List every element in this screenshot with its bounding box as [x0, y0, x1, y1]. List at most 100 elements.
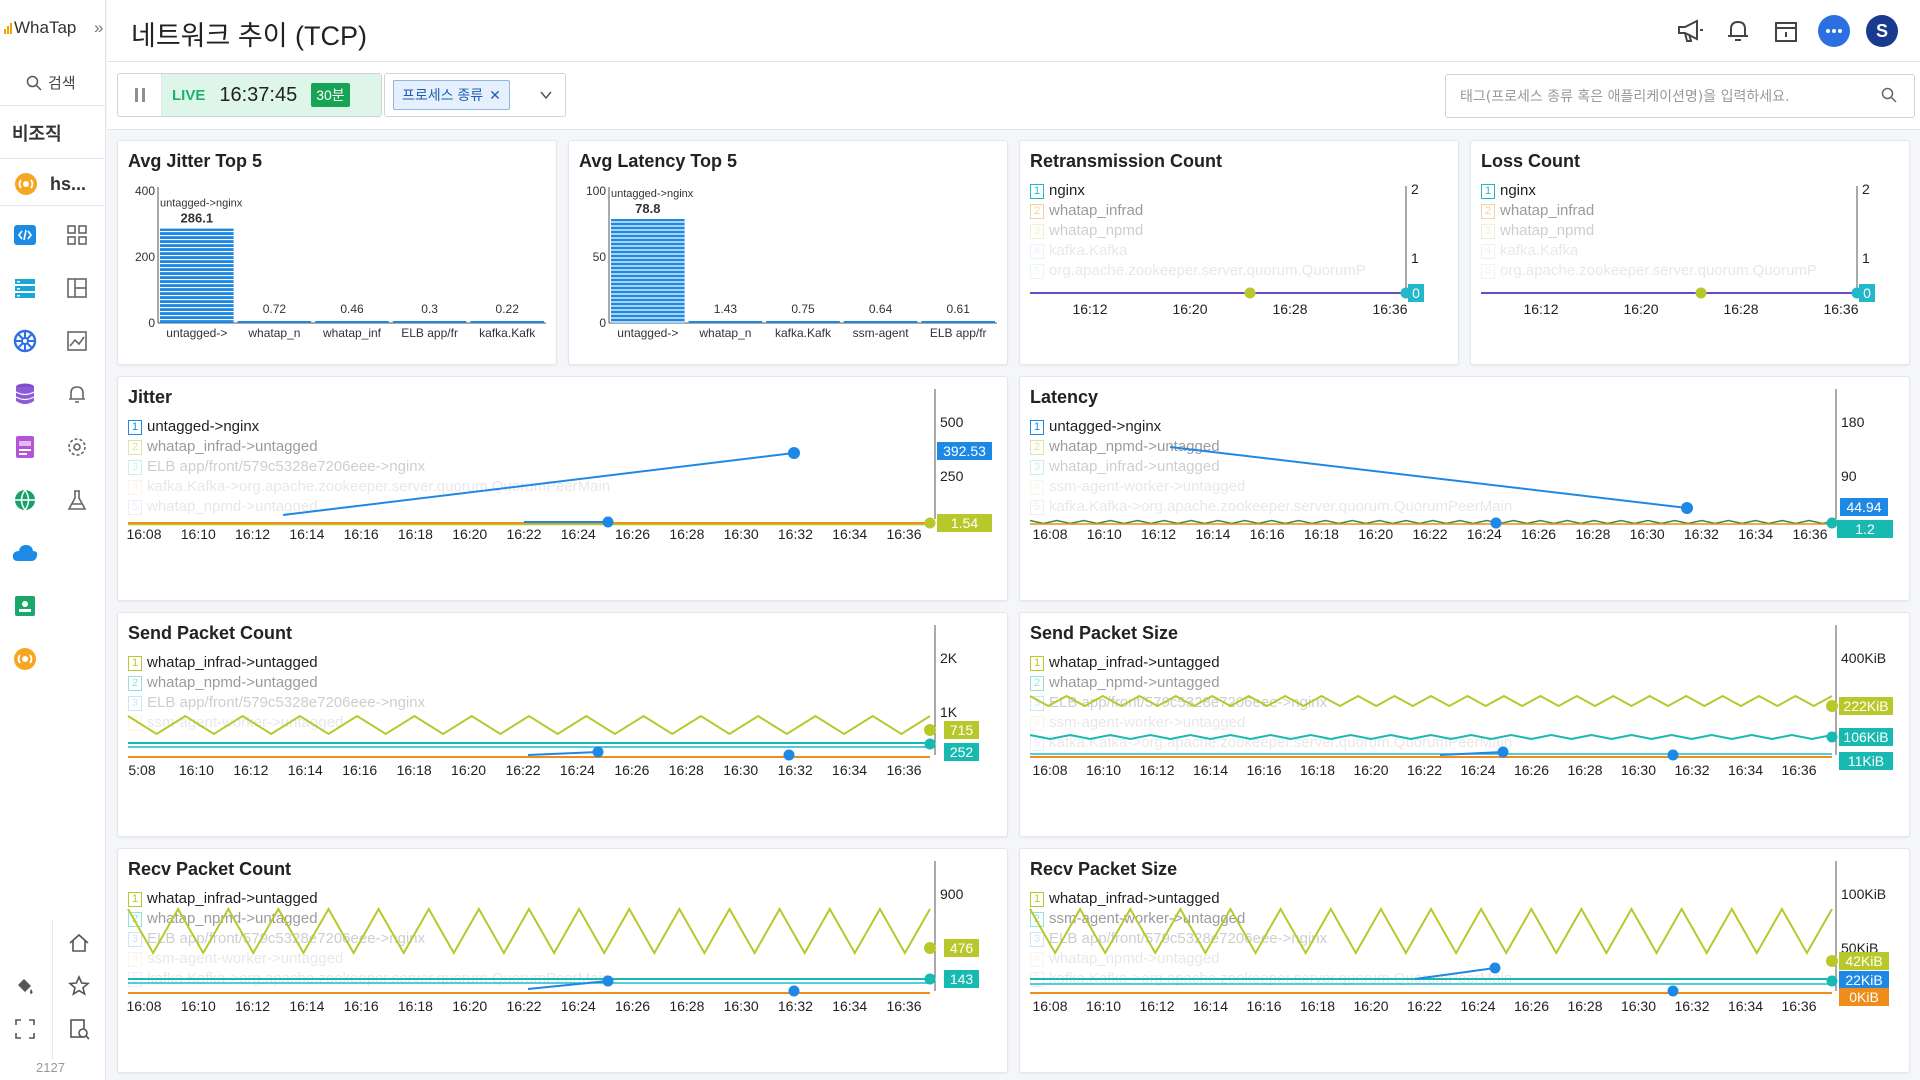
chevron-down-icon[interactable] [539, 88, 553, 107]
time-range-badge[interactable]: 30분 [311, 83, 350, 107]
announcement-megaphone-icon[interactable] [1674, 15, 1706, 47]
series-point [1667, 749, 1679, 761]
alert-bell-icon[interactable] [64, 381, 90, 407]
legend-item[interactable]: 1 whatap_infrad->untagged [128, 653, 425, 673]
settings-gear-icon[interactable] [64, 434, 90, 460]
grid-dashboard-icon[interactable] [64, 222, 90, 248]
layout-icon[interactable] [64, 275, 90, 301]
legend-item[interactable]: 5 org.apache.zookeeper.server.quorum.Quor… [1030, 261, 1366, 281]
collapse-sidebar-icon[interactable]: » [94, 18, 104, 37]
x-tick-label: 16:12 [235, 998, 270, 1014]
legend-label: ELB app/front/579c5328e7206eee->nginx [147, 694, 426, 711]
server-list-icon[interactable] [12, 275, 38, 301]
legend-item[interactable]: 5 org.apache.zookeeper.server.quorum.Quor… [1481, 261, 1817, 281]
series-line [1439, 751, 1504, 756]
x-tick-label: 16:22 [506, 526, 541, 542]
y-tick-label: 2 [1862, 181, 1870, 197]
x-category-label: untagged-> [166, 326, 227, 340]
notification-bell-icon[interactable] [1722, 15, 1754, 47]
x-category-label: ELB app/fr [401, 326, 458, 340]
kubernetes-icon[interactable] [12, 328, 38, 354]
x-tick-label: 16:36 [1792, 526, 1827, 542]
legend-item[interactable]: 4 ssm-agent-worker->untagged [1030, 477, 1512, 497]
paint-bucket-icon[interactable] [12, 973, 38, 999]
legend-item[interactable]: 2 whatap_npmd->untagged [1030, 673, 1512, 693]
series-point [924, 738, 936, 750]
filter-chip[interactable]: 프로세스 종류 ✕ [393, 80, 510, 110]
cloud-icon[interactable] [12, 540, 38, 566]
y-tick-label: 900 [940, 886, 964, 902]
legend-item[interactable]: 2 whatap_npmd->untagged [128, 673, 425, 693]
series-line [282, 452, 795, 516]
legend-item[interactable]: 4 ssm-agent-worker->untagged [128, 713, 425, 733]
lab-flask-icon[interactable] [64, 487, 90, 513]
legend-item[interactable]: 4 whatap_npmd->untagged [1030, 949, 1512, 969]
report-search-icon[interactable] [66, 1016, 92, 1042]
legend-item[interactable]: 5 kafka.Kafka->org.apache.zookeeper.serve… [1030, 497, 1512, 517]
value-badge: 715 [944, 721, 979, 739]
project-selector[interactable]: hs... [14, 172, 86, 196]
tag-search-input[interactable]: 태그(프로세스 종류 혹은 애플리케이션명)을 입력하세요. [1445, 74, 1915, 118]
legend-item[interactable]: 3 whatap_infrad->untagged [1030, 457, 1512, 477]
legend-item[interactable]: 3 ELB app/front/579c5328e7206eee->nginx [128, 693, 425, 713]
x-tick-label: 16:10 [1086, 998, 1121, 1014]
legend-index: 3 [128, 931, 142, 947]
user-avatar[interactable]: S [1866, 15, 1898, 47]
log-icon[interactable] [12, 434, 38, 460]
legend-item[interactable]: 1 nginx [1030, 181, 1366, 201]
legend-index: 2 [1030, 911, 1044, 927]
legend-item[interactable]: 5 whatap_npmd->untagged [128, 497, 610, 517]
legend-item[interactable]: 3 whatap_npmd [1481, 221, 1817, 241]
broadcast-icon[interactable] [12, 646, 38, 672]
legend-item[interactable]: 3 ELB app/front/579c5328e7206eee->nginx [128, 457, 610, 477]
legend-item[interactable]: 2 whatap_npmd->untagged [1030, 437, 1512, 457]
whatap-logo[interactable]: WhaTap » [4, 18, 103, 38]
chart-image-icon[interactable] [64, 328, 90, 354]
legend-item[interactable]: 4 kafka.Kafka [1030, 241, 1366, 261]
x-tick-label: 16:16 [1246, 998, 1281, 1014]
database-icon[interactable] [12, 381, 38, 407]
legend-item[interactable]: 1 whatap_infrad->untagged [1030, 889, 1512, 909]
legend-item[interactable]: 1 whatap_infrad->untagged [128, 889, 610, 909]
chart-legend: 1 nginx 2 whatap_infrad 3 whatap_npmd 4 kafka.K… [1030, 181, 1366, 281]
legend-item[interactable]: 1 whatap_infrad->untagged [1030, 653, 1512, 673]
bar-rect [766, 321, 840, 323]
legend-label: whatap_npmd->untagged [1049, 674, 1220, 691]
legend-item[interactable]: 3 ELB app/front/579c5328e7206eee->nginx [1030, 929, 1512, 949]
chat-icon[interactable] [1818, 15, 1850, 47]
bar-value-label: 0.75 [791, 302, 815, 316]
legend-item[interactable]: 1 untagged->nginx [1030, 417, 1512, 437]
network-globe-icon[interactable] [12, 487, 38, 513]
legend-item[interactable]: 1 nginx [1481, 181, 1817, 201]
legend-item[interactable]: 1 untagged->nginx [128, 417, 610, 437]
legend-item[interactable]: 4 ssm-agent-worker->untagged [1030, 713, 1512, 733]
pause-icon[interactable] [118, 74, 162, 116]
fullscreen-icon[interactable] [12, 1016, 38, 1042]
home-icon[interactable] [66, 930, 92, 956]
legend-index: 3 [128, 459, 142, 475]
dashboard-card-icon[interactable] [12, 593, 38, 619]
series-point [592, 746, 604, 758]
legend-label: ssm-agent-worker->untagged [1049, 478, 1246, 495]
legend-item[interactable]: 3 ELB app/front/579c5328e7206eee->nginx [128, 929, 610, 949]
legend-item[interactable]: 4 ssm-agent-worker->untagged [128, 949, 610, 969]
process-filter[interactable]: 프로세스 종류 ✕ [384, 73, 566, 117]
org-label[interactable]: 비조직 [12, 124, 62, 144]
remove-chip-icon[interactable]: ✕ [489, 86, 501, 103]
legend-item[interactable]: 3 whatap_npmd [1030, 221, 1366, 241]
calendar-icon[interactable] [1770, 15, 1802, 47]
sidebar-search[interactable]: 검색 [26, 72, 76, 93]
live-clock[interactable]: 16:37:45 [219, 83, 298, 106]
series-line [1414, 967, 1496, 980]
search-icon[interactable] [1881, 87, 1902, 108]
x-tick-label: 16:10 [181, 998, 216, 1014]
legend-item[interactable]: 4 kafka.Kafka->org.apache.zookeeper.serve… [128, 477, 610, 497]
legend-item[interactable]: 2 ssm-agent-worker->untagged [1030, 909, 1512, 929]
legend-item[interactable]: 2 whatap_infrad [1481, 201, 1817, 221]
legend-item[interactable]: 4 kafka.Kafka [1481, 241, 1817, 261]
legend-item[interactable]: 2 whatap_infrad->untagged [128, 437, 610, 457]
favorite-star-icon[interactable] [66, 973, 92, 999]
legend-item[interactable]: 2 whatap_infrad [1030, 201, 1366, 221]
code-icon[interactable] [12, 222, 38, 248]
series-point [924, 942, 936, 954]
